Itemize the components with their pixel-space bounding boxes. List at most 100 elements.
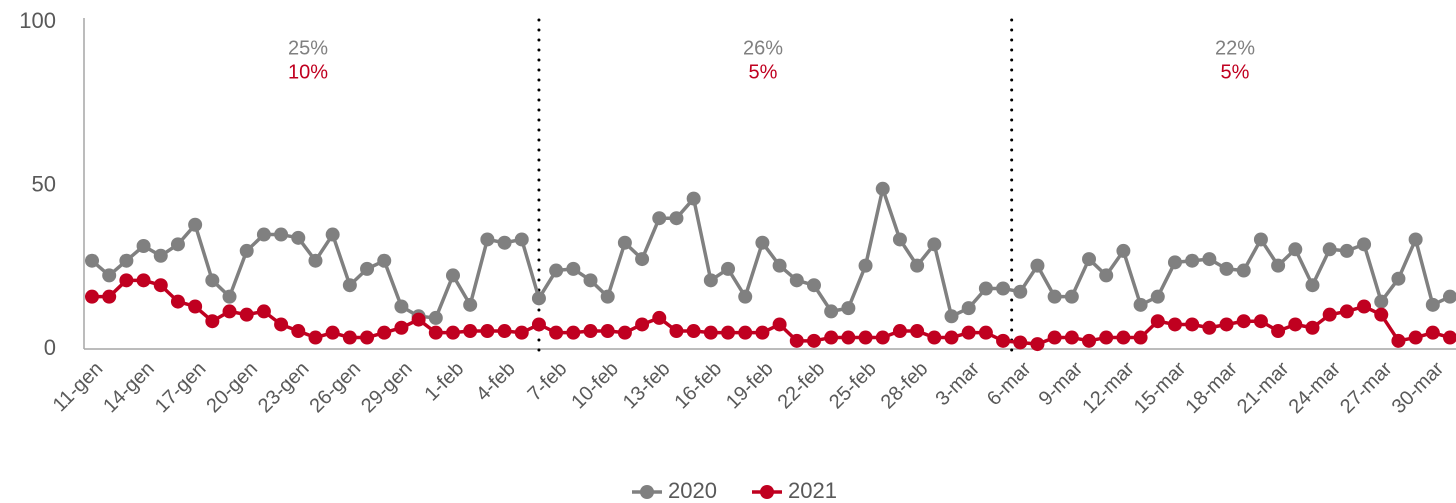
data-point: [996, 333, 1011, 348]
x-tick-label: 14-gen: [99, 358, 159, 418]
data-point: [1443, 330, 1456, 345]
data-point: [1236, 314, 1251, 329]
data-point: [566, 261, 581, 276]
x-tick-label: 7-feb: [524, 358, 572, 406]
data-point: [497, 324, 512, 339]
data-point: [170, 237, 185, 252]
x-tick-label: 20-gen: [202, 358, 262, 418]
data-point: [480, 324, 495, 339]
x-tick-label: 17-gen: [151, 358, 211, 418]
data-point: [1202, 320, 1217, 335]
data-point: [1082, 252, 1097, 267]
data-point: [136, 273, 151, 288]
data-point: [325, 227, 340, 242]
data-point: [1305, 278, 1320, 293]
data-point: [85, 289, 99, 304]
data-point: [531, 317, 546, 332]
data-point: [360, 261, 375, 276]
x-tick-label: 16-feb: [670, 358, 726, 414]
data-point: [927, 330, 942, 345]
x-tick-label: 22-feb: [774, 358, 830, 414]
data-point: [927, 237, 942, 252]
data-point: [1167, 317, 1182, 332]
data-point: [1116, 243, 1131, 258]
data-point: [1374, 294, 1389, 309]
data-point: [360, 330, 375, 345]
data-point: [274, 317, 289, 332]
data-point: [721, 325, 736, 340]
data-point: [583, 324, 598, 339]
data-point: [686, 191, 701, 206]
x-tick-label: 21-mar: [1233, 357, 1294, 418]
data-point: [514, 325, 529, 340]
data-point: [1167, 255, 1182, 270]
y-tick-label: 100: [19, 8, 56, 33]
data-point: [308, 253, 323, 268]
data-point: [738, 325, 753, 340]
data-point: [824, 330, 839, 345]
x-tick-label: 23-gen: [254, 358, 314, 418]
data-point: [703, 273, 718, 288]
data-point: [1030, 337, 1045, 352]
x-tick-label: 24-mar: [1285, 357, 1346, 418]
data-point: [1408, 330, 1423, 345]
data-point: [944, 309, 959, 324]
data-point: [1271, 324, 1286, 339]
data-point: [635, 317, 650, 332]
data-point: [222, 304, 237, 319]
data-point: [1185, 317, 1200, 332]
x-tick-label: 30-mar: [1388, 357, 1449, 418]
data-point: [652, 310, 667, 325]
data-point: [1408, 232, 1423, 247]
data-point: [119, 253, 134, 268]
data-point: [892, 324, 907, 339]
x-tick-label: 19-feb: [722, 358, 778, 414]
data-point: [342, 278, 357, 293]
data-point: [205, 314, 220, 329]
data-point: [772, 317, 787, 332]
y-tick-label: 0: [44, 335, 56, 360]
data-point: [463, 297, 478, 312]
data-point: [1185, 253, 1200, 268]
data-point: [445, 268, 460, 283]
data-point: [910, 324, 925, 339]
period-annotation: 5%: [749, 61, 778, 83]
period-annotation: 5%: [1221, 61, 1250, 83]
data-point: [1099, 268, 1114, 283]
data-point: [755, 235, 770, 250]
data-point: [1443, 289, 1456, 304]
data-point: [1047, 330, 1062, 345]
data-point: [617, 325, 632, 340]
data-point: [1116, 330, 1131, 345]
data-point: [1047, 289, 1062, 304]
data-point: [170, 294, 185, 309]
data-point: [858, 330, 873, 345]
data-point: [1030, 258, 1045, 273]
data-point: [377, 325, 392, 340]
data-point: [188, 217, 203, 232]
x-tick-label: 25-feb: [825, 358, 881, 414]
x-tick-label: 18-mar: [1181, 357, 1242, 418]
x-tick-label: 29-gen: [357, 358, 417, 418]
data-point: [1339, 243, 1354, 258]
data-point: [875, 181, 890, 196]
period-annotation: 25%: [288, 37, 328, 59]
data-point: [1357, 299, 1372, 314]
x-tick-label: 15-mar: [1130, 357, 1191, 418]
data-point: [944, 330, 959, 345]
data-point: [1202, 252, 1217, 267]
data-point: [102, 268, 117, 283]
data-point: [119, 273, 134, 288]
x-tick-label: 12-mar: [1078, 357, 1139, 418]
data-point: [222, 289, 237, 304]
data-point: [291, 324, 306, 339]
x-tick-label: 13-feb: [619, 358, 675, 414]
series-line: [90, 187, 1451, 320]
data-point: [1391, 271, 1406, 286]
legend-label: 2021: [788, 478, 837, 503]
legend-marker: [640, 485, 654, 499]
data-point: [755, 325, 770, 340]
data-point: [1219, 317, 1234, 332]
x-tick-label: 3-mar: [931, 357, 984, 410]
data-point: [136, 238, 151, 253]
